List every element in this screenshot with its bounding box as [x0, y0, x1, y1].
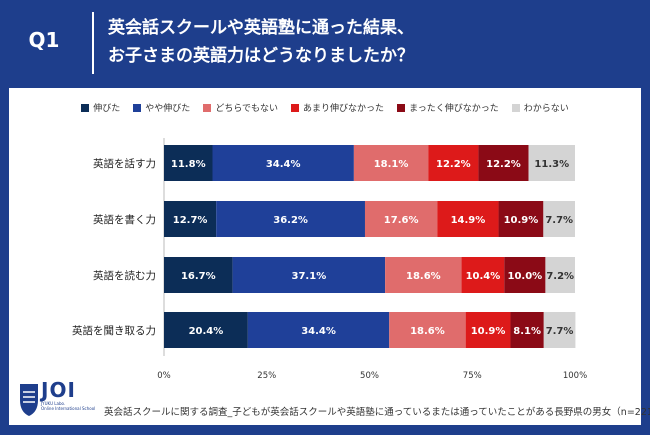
- bar-segment: [465, 312, 511, 348]
- category-label: 英語を読む力: [93, 269, 156, 282]
- logo-subtitle: JYUKU Labo. Online International School: [41, 401, 95, 411]
- data-label: 18.6%: [410, 326, 445, 337]
- data-label: 8.1%: [513, 326, 541, 337]
- bar-segment: [385, 257, 462, 293]
- bar-segment: [164, 312, 248, 348]
- legend-label: やや伸びた: [145, 104, 191, 114]
- legend-label: わからない: [523, 104, 569, 114]
- data-label: 7.7%: [545, 215, 573, 226]
- bar-segment: [247, 312, 390, 348]
- data-label: 17.6%: [384, 215, 419, 226]
- bar-segment: [478, 145, 529, 181]
- legend-item: あまり伸びなかった: [291, 101, 384, 114]
- source-note: 英会話スクールに関する調査_子どもが英会話スクールや英語塾に通っているまたは通っ…: [104, 407, 650, 418]
- bar-segment: [437, 201, 499, 237]
- legend-item: やや伸びた: [133, 101, 190, 114]
- data-label: 7.7%: [546, 326, 574, 337]
- legend-label: まったく伸びなかった: [409, 104, 499, 114]
- data-label: 34.4%: [266, 159, 301, 170]
- data-label: 18.6%: [406, 271, 441, 282]
- bar-segment: [389, 312, 466, 348]
- data-label: 37.1%: [292, 271, 327, 282]
- bar-segment: [428, 145, 479, 181]
- bar-segment: [543, 312, 576, 348]
- bar-segment: [364, 201, 438, 237]
- chart-legend: 伸びた やや伸びた どちらでもない あまり伸びなかった まったく伸びなかった わからない: [0, 101, 650, 114]
- data-label: 10.0%: [508, 271, 543, 282]
- bar-segment: [164, 145, 213, 181]
- question-label: Q1: [28, 28, 60, 52]
- data-label: 10.4%: [466, 271, 501, 282]
- legend-swatch: [133, 103, 142, 112]
- x-tick-label: 50%: [360, 371, 379, 381]
- category-label: 英語を聞き取る力: [72, 324, 156, 337]
- data-label: 10.9%: [504, 215, 539, 226]
- legend-swatch: [511, 103, 520, 112]
- x-tick-label: 25%: [257, 371, 276, 381]
- legend-swatch: [81, 103, 90, 112]
- data-label: 12.2%: [436, 159, 471, 170]
- header: Q1 英会話スクールや英語塾に通った結果、 お子さまの英語力はどうなりましたか？: [0, 0, 650, 86]
- bar-segment: [545, 257, 575, 293]
- legend-item: どちらでもない: [203, 101, 278, 114]
- data-label: 36.2%: [273, 215, 308, 226]
- legend-label: あまり伸びなかった: [303, 104, 385, 114]
- data-label: 20.4%: [189, 326, 224, 337]
- question-title: 英会話スクールや英語塾に通った結果、 お子さまの英語力はどうなりましたか？: [108, 14, 414, 70]
- category-label: 英語を書く力: [93, 213, 156, 226]
- title-line-2: お子さまの英語力はどうなりましたか？: [108, 46, 414, 66]
- bar-segment: [543, 201, 575, 237]
- data-label: 11.8%: [171, 159, 206, 170]
- bar-segment: [232, 257, 386, 293]
- data-label: 18.1%: [374, 159, 409, 170]
- bar-segment: [510, 312, 544, 348]
- data-label: 16.7%: [181, 271, 216, 282]
- legend-label: どちらでもない: [215, 104, 279, 114]
- joi-logo-icon: [20, 384, 38, 416]
- legend-swatch: [203, 103, 212, 112]
- x-tick-label: 100%: [563, 371, 587, 381]
- legend-swatch: [291, 103, 300, 112]
- x-tick-label: 0%: [157, 371, 171, 381]
- category-label: 英語を話す力: [93, 157, 156, 170]
- data-label: 14.9%: [451, 215, 486, 226]
- bar-segment: [353, 145, 429, 181]
- logo-sub-2: Online International School: [41, 406, 96, 411]
- title-line-1: 英会話スクールや英語塾に通った結果、: [108, 18, 414, 38]
- chart-panel: [9, 88, 641, 425]
- legend-item: まったく伸びなかった: [397, 101, 499, 114]
- bar-segment: [528, 145, 575, 181]
- data-label: 11.3%: [534, 159, 569, 170]
- logo-sub-1: JYUKU Labo.: [41, 401, 66, 406]
- bar-segment: [461, 257, 505, 293]
- data-label: 10.9%: [471, 326, 506, 337]
- bar-segment: [498, 201, 544, 237]
- bar-segment: [164, 257, 233, 293]
- legend-item: 伸びた: [81, 101, 120, 114]
- bar-segment: [164, 201, 217, 237]
- legend-swatch: [397, 103, 406, 112]
- bar-segment: [504, 257, 546, 293]
- bar-segment: [216, 201, 365, 237]
- data-label: 12.2%: [486, 159, 521, 170]
- legend-item: わからない: [511, 101, 569, 114]
- legend-label: 伸びた: [93, 104, 121, 114]
- logo-text: JOI: [41, 378, 76, 402]
- data-label: 12.7%: [173, 215, 208, 226]
- bar-segment: [212, 145, 354, 181]
- header-divider: [92, 12, 94, 74]
- x-tick-label: 75%: [463, 371, 482, 381]
- data-label: 7.2%: [546, 271, 574, 282]
- data-label: 34.4%: [301, 326, 336, 337]
